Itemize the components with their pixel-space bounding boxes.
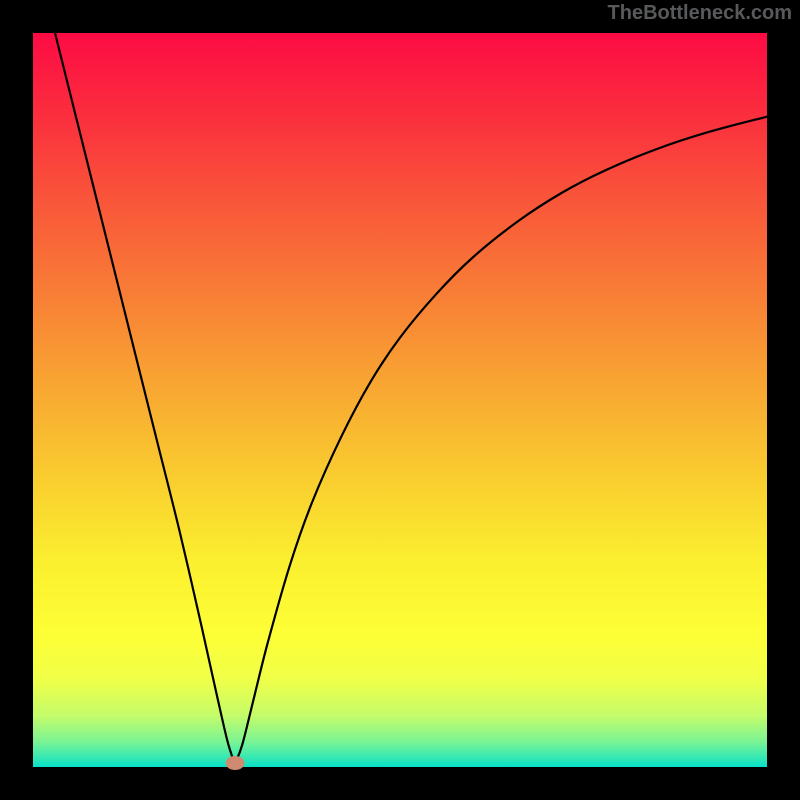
minimum-marker — [225, 756, 244, 770]
attribution-text: TheBottleneck.com — [608, 2, 792, 25]
plot-area — [33, 33, 767, 767]
chart-stage: TheBottleneck.com — [0, 0, 800, 800]
